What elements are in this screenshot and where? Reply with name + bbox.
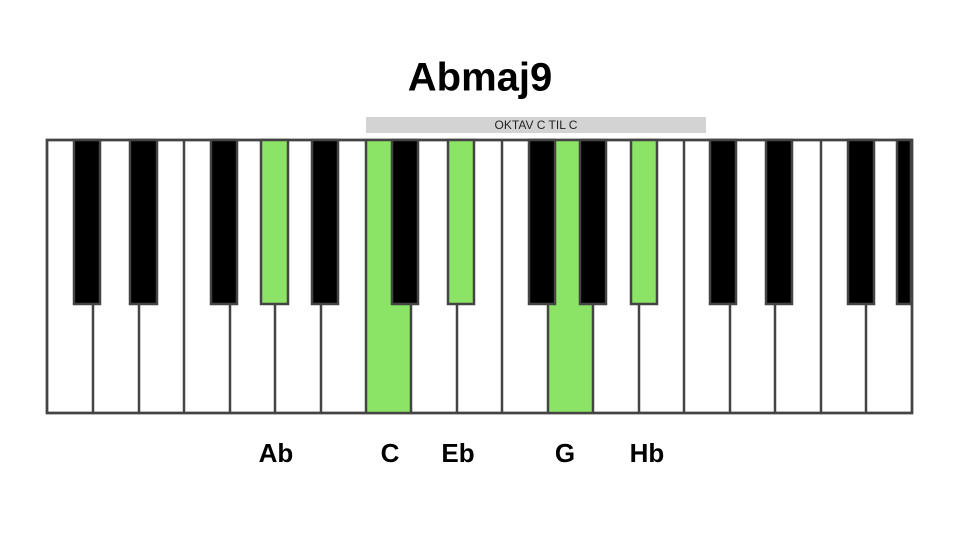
black-key bbox=[527, 138, 557, 306]
black-key bbox=[764, 138, 794, 306]
black-key-highlight bbox=[629, 138, 659, 306]
black-keys bbox=[72, 138, 913, 306]
chord-title: Abmaj9 bbox=[408, 56, 553, 100]
black-key bbox=[72, 138, 102, 306]
note-label: G bbox=[555, 438, 575, 468]
black-key bbox=[578, 138, 608, 306]
note-label: Hb bbox=[630, 438, 665, 468]
note-label: Eb bbox=[441, 438, 474, 468]
black-key bbox=[895, 138, 913, 306]
black-key bbox=[310, 138, 340, 306]
black-key bbox=[390, 138, 420, 306]
octave-bar bbox=[366, 117, 706, 133]
black-key-highlight bbox=[446, 138, 476, 306]
black-key bbox=[128, 138, 159, 306]
black-key-highlight bbox=[259, 138, 290, 306]
octave-label: OKTAV C TIL C bbox=[495, 118, 578, 132]
black-key bbox=[209, 138, 239, 306]
black-key bbox=[846, 138, 876, 306]
black-key bbox=[708, 138, 738, 306]
note-label: Ab bbox=[259, 438, 294, 468]
note-label: C bbox=[381, 438, 400, 468]
